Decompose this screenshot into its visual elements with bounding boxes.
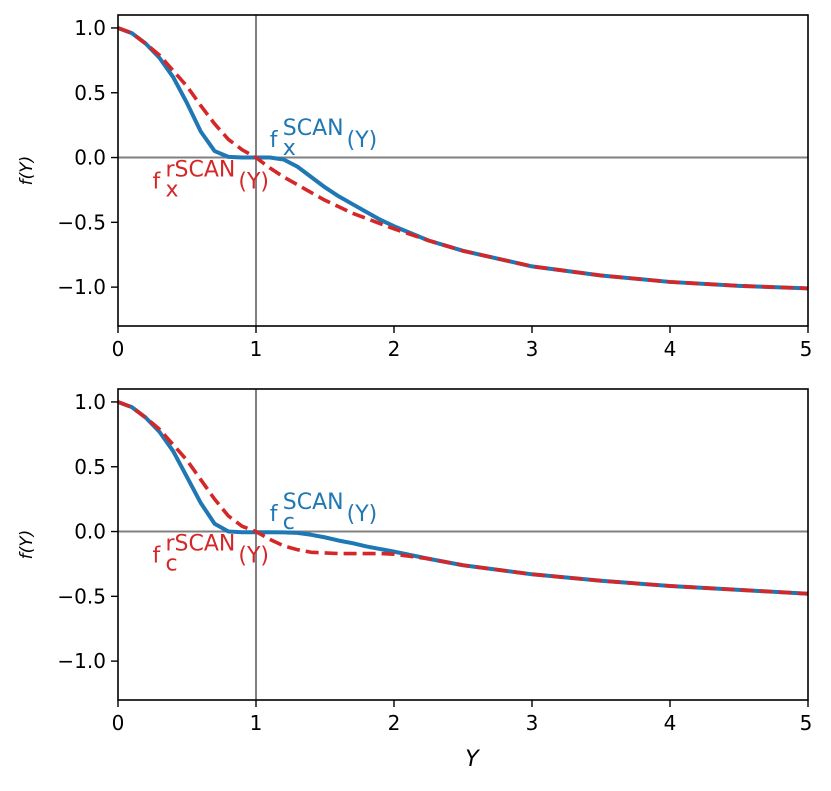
y-tick-label: −1.0 (57, 649, 106, 673)
y-tick-label: −0.5 (57, 584, 106, 608)
y-axis-label: f(Y) (17, 156, 37, 186)
annotation-base: f (270, 502, 279, 527)
x-tick-label: 4 (664, 711, 677, 735)
x-axis-label: Y (465, 747, 480, 772)
x-tick-label: 2 (388, 337, 401, 361)
x-tick-label: 0 (112, 337, 125, 361)
y-tick-label: −1.0 (57, 275, 106, 299)
annotation-superscript: SCAN (283, 116, 344, 141)
x-tick-label: 5 (800, 711, 813, 735)
y-tick-label: 0.5 (74, 455, 106, 479)
series-line-scan (118, 25, 808, 291)
x-tick-label: 5 (800, 337, 813, 361)
axes-frame (117, 388, 809, 701)
y-tick-label: 0.5 (74, 81, 106, 105)
annotation-base: f (153, 170, 162, 195)
series-line-rscan (118, 400, 808, 596)
series-line-rscan (118, 26, 808, 291)
annotation-argument: (Y) (238, 544, 269, 569)
annotation-argument: (Y) (238, 170, 269, 195)
y-tick-label: −0.5 (57, 210, 106, 234)
annotation-subscript: x (283, 136, 296, 161)
annotation-subscript: x (166, 178, 179, 203)
annotation-subscript: c (166, 552, 178, 577)
x-tick-label: 3 (526, 337, 539, 361)
annotation-argument: (Y) (347, 502, 378, 527)
y-tick-label: 1.0 (74, 390, 106, 414)
x-tick-label: 0 (112, 711, 125, 735)
annotation-superscript: rSCAN (166, 158, 236, 183)
annotation-base: f (153, 544, 162, 569)
y-tick-label: 0.0 (74, 520, 106, 544)
annotation-argument: (Y) (347, 128, 378, 153)
x-tick-label: 1 (250, 711, 263, 735)
y-tick-label: 0.0 (74, 146, 106, 170)
annotation-superscript: rSCAN (166, 532, 236, 557)
y-axis-label: f(Y) (17, 530, 37, 560)
x-tick-label: 2 (388, 711, 401, 735)
annotation-subscript: c (283, 510, 295, 535)
y-tick-label: 1.0 (74, 16, 106, 40)
annotation-base: f (270, 128, 279, 153)
axes-frame (117, 14, 809, 327)
annotation-superscript: SCAN (283, 490, 344, 515)
x-tick-label: 4 (664, 337, 677, 361)
x-tick-label: 3 (526, 711, 539, 735)
x-tick-label: 1 (250, 337, 263, 361)
